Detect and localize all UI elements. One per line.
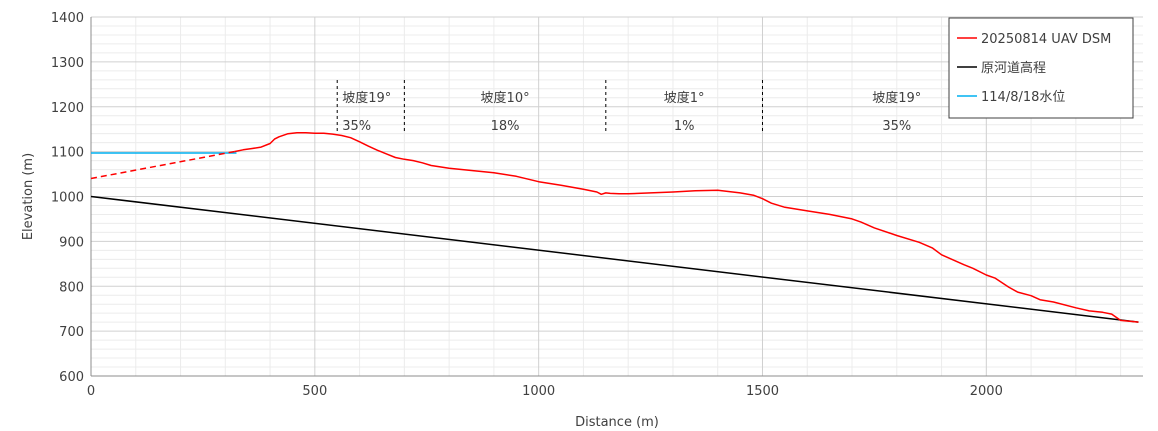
slope-angle-label: 坡度10° (481, 90, 530, 106)
slope-percent-label: 35% (882, 119, 911, 134)
y-tick-label: 1300 (51, 56, 84, 71)
slope-percent-label: 1% (674, 119, 695, 134)
y-tick-label: 700 (59, 325, 84, 340)
series-lines (90, 132, 1139, 323)
slope-percent-label: 18% (491, 119, 520, 134)
x-tick-label: 500 (302, 384, 327, 399)
legend-label: 114/8/18水位 (981, 90, 1065, 105)
legend-label: 原河道高程 (981, 60, 1046, 76)
legend-label: 20250814 UAV DSM (981, 32, 1111, 47)
y-tick-label: 1400 (51, 11, 84, 26)
y-tick-label: 1000 (51, 191, 84, 206)
y-tick-label: 1200 (51, 101, 84, 116)
legend: 20250814 UAV DSM 原河道高程 114/8/18水位 (948, 17, 1134, 119)
slope-percent-label: 35% (342, 119, 371, 134)
y-tick-label: 600 (59, 370, 84, 385)
x-tick-label: 0 (87, 384, 95, 399)
tick-labels: 0 500 1000 1500 2000 600 700 800 900 1000 1100 1200… (51, 11, 1003, 399)
series-uav-dsm-line (234, 132, 1139, 323)
series-uav-dsm-extrapolated-line (90, 150, 235, 180)
series-riverbed-line (90, 195, 1139, 323)
slope-angle-label: 坡度19° (342, 90, 391, 106)
segment-dividers (336, 80, 763, 132)
x-tick-label: 1500 (746, 384, 779, 399)
y-tick-label: 900 (59, 235, 84, 250)
x-tick-label: 1000 (522, 384, 555, 399)
legend-box (948, 17, 1134, 119)
y-axis-title: Elevation (m) (21, 153, 36, 240)
slope-annotations: 坡度19° 35% 坡度10° 18% 坡度1° 1% 坡度19° 35% (342, 90, 921, 134)
slope-angle-label: 坡度19° (872, 90, 921, 106)
x-tick-label: 2000 (970, 384, 1003, 399)
y-tick-label: 800 (59, 280, 84, 295)
y-tick-label: 1100 (51, 146, 84, 161)
x-axis-title: Distance (m) (575, 415, 659, 430)
slope-angle-label: 坡度1° (664, 90, 705, 106)
